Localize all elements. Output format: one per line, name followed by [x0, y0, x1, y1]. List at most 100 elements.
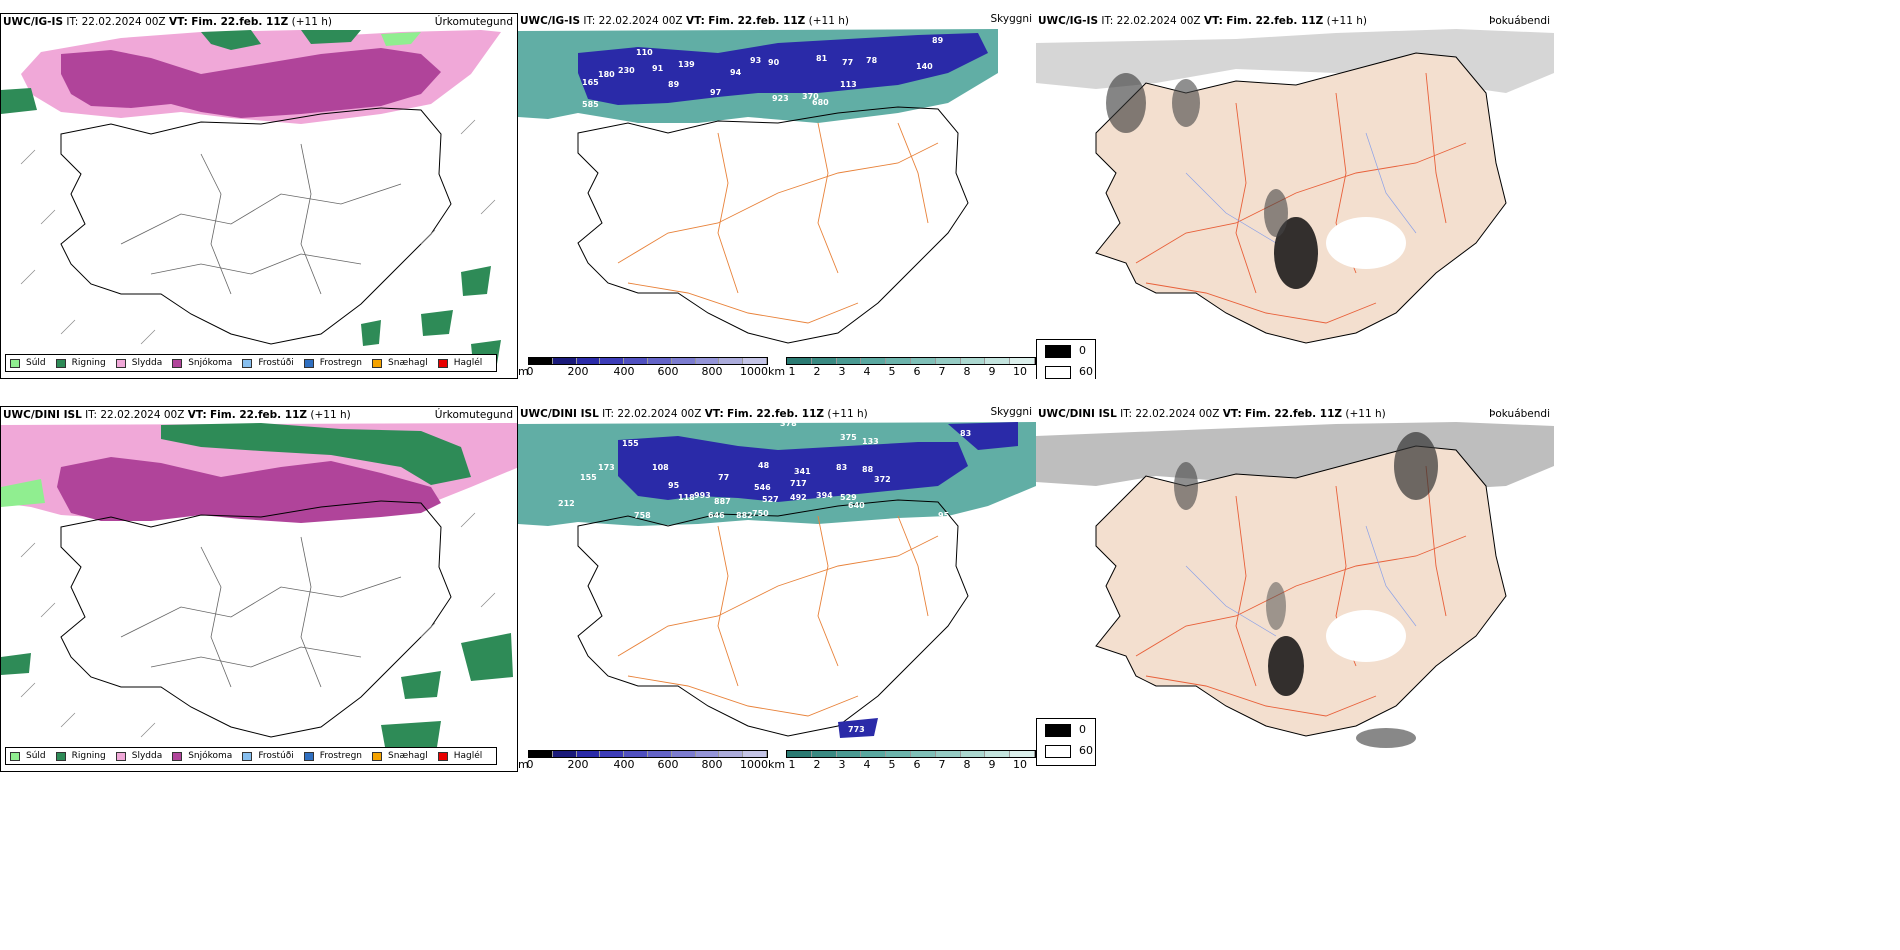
vis-label: 95	[938, 511, 950, 520]
vis-label: 773	[848, 725, 865, 734]
vis-label: 165	[582, 78, 599, 87]
visibility-km-colorbar: km 1 2 3 4 5 6 7 8 9 10	[768, 357, 1036, 379]
vis-label: 758	[634, 511, 651, 520]
colorbar-unit: m	[518, 365, 529, 378]
vt-label: VT:	[1222, 408, 1242, 420]
colorbar-tick: 200	[567, 758, 589, 771]
legend-swatch-light	[1045, 366, 1071, 379]
vis-label: 94	[730, 68, 742, 77]
vis-label: 680	[812, 98, 829, 107]
vis-label: 527	[762, 495, 779, 504]
vt-value: Fim. 22.feb. 11Z	[708, 15, 806, 27]
vt-value: Fim. 22.feb. 11Z	[1245, 408, 1343, 420]
legend-item-rain: Rigning	[55, 358, 106, 368]
legend-label: Súld	[26, 751, 46, 761]
vis-label: 882	[736, 511, 753, 520]
panel-title: Skyggni	[990, 406, 1033, 418]
vis-label: 108	[652, 463, 669, 472]
panel-title: Úrkomutegund	[434, 16, 513, 28]
legend-label: Rigning	[71, 751, 106, 761]
it-value: 22.02.2024 00Z	[81, 16, 166, 28]
vis-label: 529	[840, 493, 857, 502]
panel-title: Úrkomutegund	[434, 409, 513, 421]
visibility-km-colorbar: km 1 2 3 4 5 6 7 8 9 10	[768, 750, 1036, 772]
legend-swatch	[10, 751, 20, 761]
vis-label: 212	[558, 499, 575, 508]
fog-panel-top: UWC/IG-IS IT: 22.02.2024 00Z VT: Fim. 22…	[1036, 13, 1554, 379]
colorbar-tick: 400	[613, 758, 635, 771]
it-value: 22.02.2024 00Z	[1135, 408, 1220, 420]
colorbar-tick: 2	[813, 365, 821, 378]
legend-swatch	[10, 358, 20, 368]
visibility-map: 110 91 139 94 93 90 81 77 78 89 180 230 …	[518, 29, 998, 344]
colorbar-tick: 0	[526, 758, 534, 771]
legend-item-sleet: Slydda	[115, 751, 162, 761]
model-name: UWC/DINI ISL	[3, 409, 82, 421]
vis-label: 95	[668, 481, 680, 490]
vis-label: 646	[708, 511, 725, 520]
vt-label: VT:	[704, 408, 724, 420]
legend-label: Frostregn	[319, 358, 363, 368]
panel-header: UWC/IG-IS IT: 22.02.2024 00Z VT: Fim. 22…	[1036, 13, 1554, 29]
fog-panel-bottom: UWC/DINI ISL IT: 22.02.2024 00Z VT: Fim.…	[1036, 406, 1554, 772]
colorbar-tick: 0	[526, 365, 534, 378]
legend-item-freezing-rain: Frostregn	[303, 751, 362, 761]
colorbar-km	[786, 357, 1036, 365]
it-value: 22.02.2024 00Z	[100, 409, 185, 421]
colorbar-tick: 8	[963, 365, 971, 378]
it-label: IT:	[85, 409, 98, 421]
legend-label: Frostúði	[258, 751, 294, 761]
lead-time: (+11 h)	[1326, 15, 1367, 27]
colorbar-meters	[528, 750, 768, 758]
colorbar-km	[786, 750, 1036, 758]
colorbar-tick: 1	[788, 365, 796, 378]
legend-item-snow-pellets: Snæhagl	[372, 751, 428, 761]
vis-label: 155	[622, 439, 639, 448]
legend-item-snow: Snjókoma	[172, 358, 232, 368]
legend-item-hail: Haglél	[437, 751, 483, 761]
legend-item-drizzle: Súld	[10, 751, 46, 761]
colorbar-tick: 3	[838, 365, 846, 378]
vis-label: 887	[714, 497, 731, 506]
legend-item-freezing-drizzle: Frostúði	[242, 358, 294, 368]
legend-item-hail: Haglél	[437, 358, 482, 368]
it-label: IT:	[583, 15, 596, 27]
legend-swatch	[372, 751, 383, 761]
vis-label: 375	[840, 433, 857, 442]
vis-label: 77	[718, 473, 729, 482]
vis-label: 585	[582, 100, 599, 109]
it-value: 22.02.2024 00Z	[617, 408, 702, 420]
legend-label: Snæhagl	[388, 358, 428, 368]
legend-swatch	[115, 358, 126, 368]
it-label: IT:	[1101, 15, 1114, 27]
vis-label: 750	[752, 509, 769, 518]
vt-label: VT:	[685, 15, 705, 27]
vis-label: 48	[758, 461, 770, 470]
legend-swatch	[242, 358, 253, 368]
legend-value-dark: 0	[1079, 723, 1086, 736]
lead-time: (+11 h)	[808, 15, 849, 27]
legend-swatch	[437, 751, 448, 761]
lead-time: (+11 h)	[1345, 408, 1386, 420]
vis-label: 492	[790, 493, 807, 502]
fog-index-legend: 0 60	[1036, 718, 1096, 766]
vis-label: 140	[916, 62, 933, 71]
model-name: UWC/DINI ISL	[1038, 408, 1117, 420]
vt-label: VT:	[168, 16, 188, 28]
it-value: 22.02.2024 00Z	[1116, 15, 1201, 27]
legend-label: Snæhagl	[388, 751, 428, 761]
panel-header: UWC/IG-IS IT: 22.02.2024 00Z VT: Fim. 22…	[518, 13, 1036, 29]
panel-header: UWC/IG-IS IT: 22.02.2024 00Z VT: Fim. 22…	[1, 14, 517, 30]
colorbar-tick: 6	[913, 758, 921, 771]
vis-label: 97	[710, 88, 721, 97]
vis-label: 81	[816, 54, 828, 63]
model-name: UWC/IG-IS	[1038, 15, 1099, 27]
vis-label: 118	[678, 493, 695, 502]
legend-swatch	[55, 358, 66, 368]
legend-swatch	[55, 751, 66, 761]
vt-value: Fim. 22.feb. 11Z	[1226, 15, 1324, 27]
visibility-meters-colorbar: m 0 200 400 600 800 1000	[518, 357, 768, 379]
colorbar-tick: 7	[938, 365, 946, 378]
legend-label: Haglél	[453, 751, 483, 761]
vis-label: 378	[780, 419, 797, 428]
